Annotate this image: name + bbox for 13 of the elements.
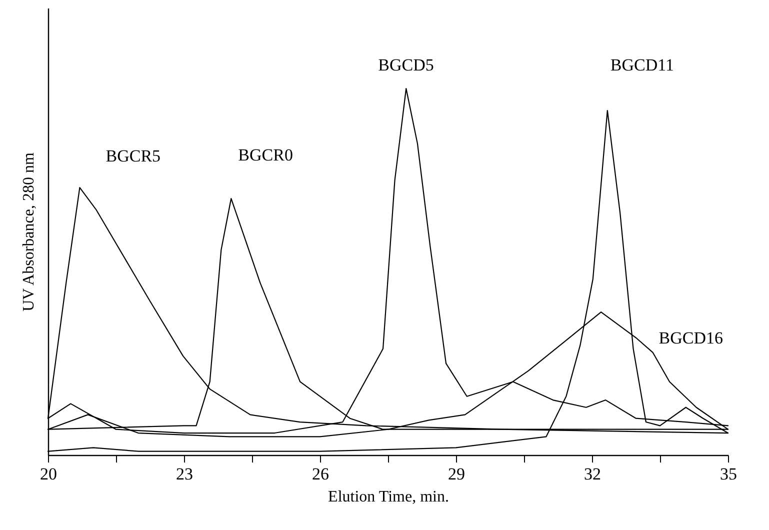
x-tick-label: 23 [176,464,193,484]
text: BGCD11 [610,56,674,75]
y-axis-title: UV Absorbance, 280 nm [20,152,38,312]
x-tick-label: 20 [40,464,57,484]
x-tick-label: 29 [448,464,465,484]
series-label: BGCD16 [658,328,723,348]
x-tick-label: 32 [584,464,601,484]
x-axis-title: Elution Time, min. [328,488,449,506]
x-tick-label: 35 [720,464,737,484]
text: BGCR0 [238,146,293,165]
x-tick-label: 26 [312,464,329,484]
series-label: BGCD5 [378,56,434,75]
text: BGCR5 [106,146,161,166]
